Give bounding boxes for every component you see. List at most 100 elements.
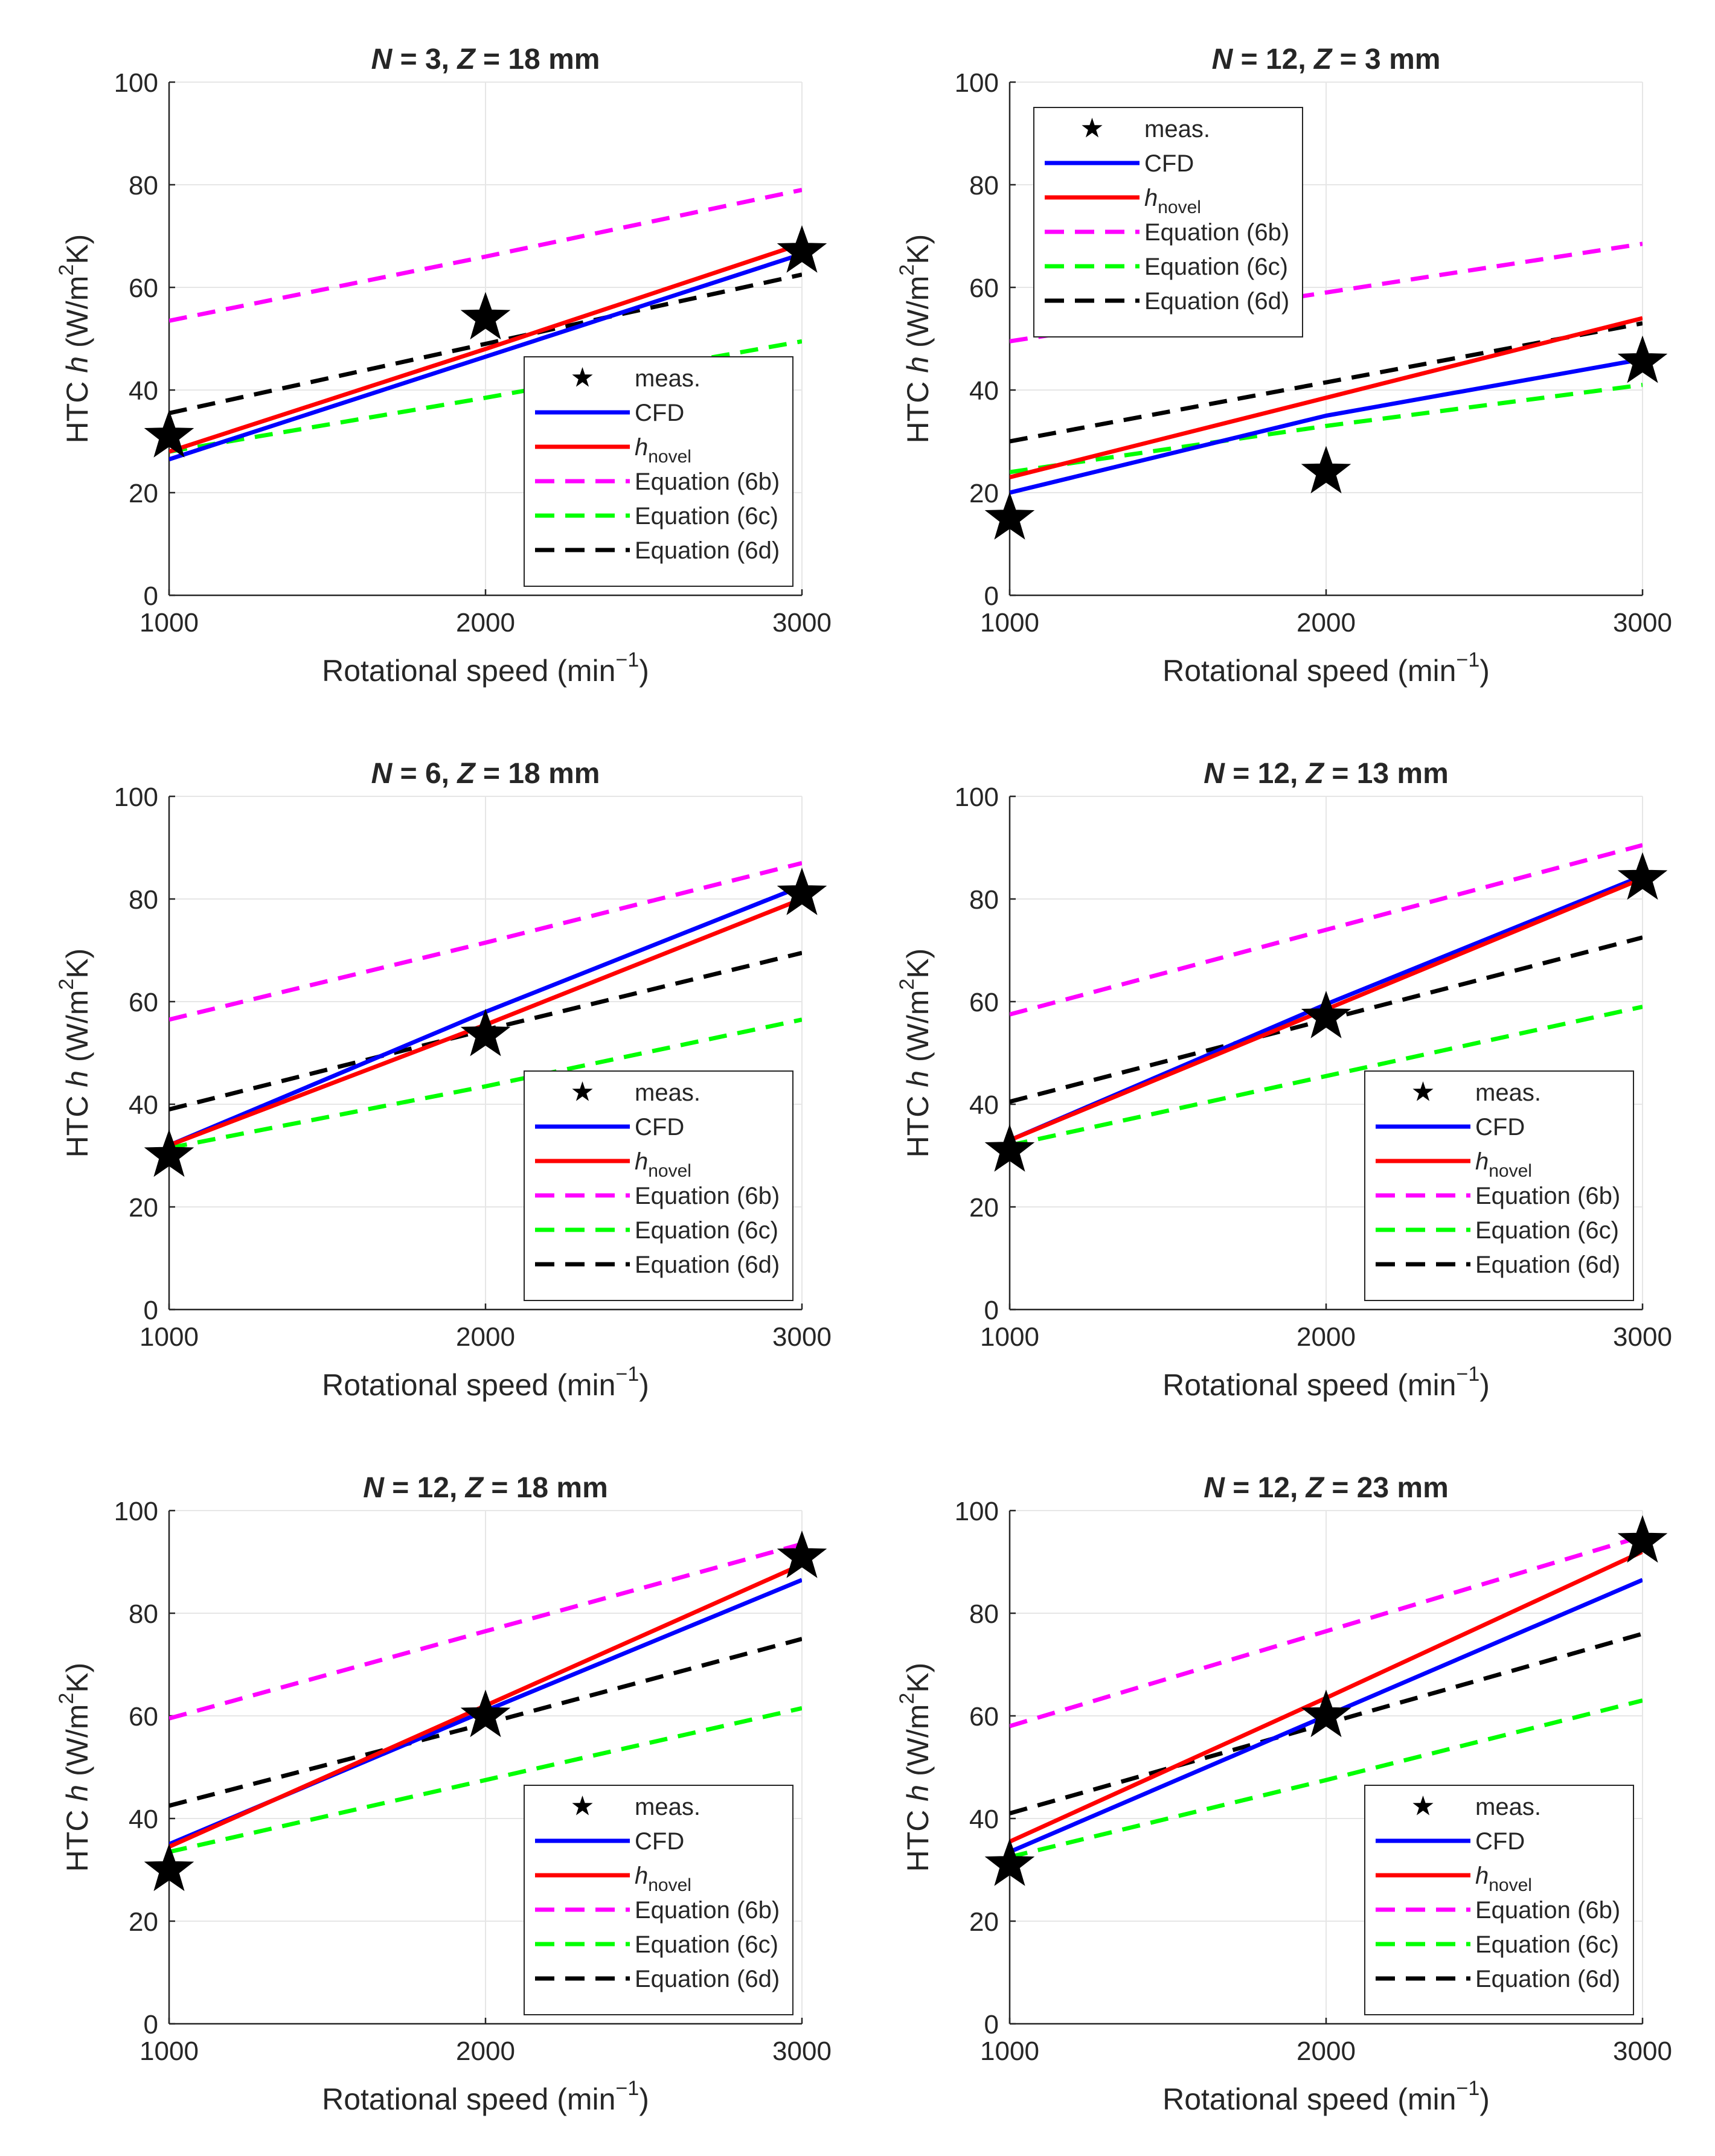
chart-panel-4: 0 20 40 60 80 100 1000 2000 3000 N = 12, Z = 13 m… [896, 758, 1672, 1402]
legend-entry-label: Equation (6b) [1144, 219, 1289, 246]
series-line-equation-6c [1010, 383, 1643, 475]
y-tick-label: 20 [969, 1193, 999, 1223]
x-label-text: Rotational speed (min [1162, 2082, 1456, 2116]
x-label-superscript: −1 [1456, 648, 1479, 671]
y-tick-label: 100 [114, 68, 158, 98]
legend-entry-label: meas. [635, 1794, 700, 1820]
y-tick-label: 20 [129, 1907, 158, 1937]
legend-label-symbol: h [635, 1863, 648, 1889]
y-tick-label: 40 [969, 376, 999, 406]
legend-label-text: Equation (6d) [635, 1966, 780, 1992]
y-label-superscript: 2 [55, 979, 78, 990]
y-label-superscript: 2 [896, 979, 918, 990]
y-tick-label: 60 [129, 988, 158, 1017]
x-label-text: ) [1479, 1368, 1490, 1402]
y-tick-label: 20 [969, 479, 999, 508]
y-label-superscript: 2 [55, 264, 78, 276]
x-label-text: Rotational speed (min [322, 654, 615, 688]
series-line-equation-6c [169, 1706, 802, 1854]
series-line-equation-6b [1010, 242, 1643, 344]
title-var-n: N [1212, 43, 1234, 75]
y-tick-label: 20 [969, 1907, 999, 1937]
y-label-text: K) [60, 1663, 94, 1693]
legend-label-subscript: novel [648, 1161, 691, 1181]
chart-panel-6: 0 20 40 60 80 100 1000 2000 3000 N = 12, Z = 23 m… [896, 1472, 1672, 2116]
legend-label-text: CFD [635, 1828, 684, 1855]
title-text: = 3 mm [1332, 43, 1440, 75]
series-group [1010, 242, 1643, 495]
x-tick-label: 1000 [980, 1322, 1039, 1352]
y-tick-label: 80 [969, 885, 999, 915]
legend-label-text: Equation (6c) [1144, 254, 1288, 280]
x-tick-label: 3000 [772, 2036, 832, 2066]
series-line-equation-6c [1010, 1698, 1643, 1860]
series-line-equation-6b [1010, 1534, 1643, 1729]
legend-label-subscript: novel [1489, 1875, 1532, 1895]
y-axis-label: HTC h (W/m2K) [55, 234, 94, 444]
y-tick-label: 80 [969, 171, 999, 200]
legend-label-text: Equation (6c) [635, 1931, 778, 1958]
legend-entry-label: Equation (6d) [1475, 1252, 1620, 1278]
y-tick-label: 80 [129, 171, 158, 200]
y-tick-label: 100 [955, 782, 999, 812]
legend-entry-label: CFD [1475, 1828, 1525, 1855]
x-tick-label: 1000 [139, 2036, 199, 2066]
legend-label-text: Equation (6d) [1144, 288, 1289, 315]
legend-label-subscript: novel [648, 1875, 691, 1895]
x-axis-label: Rotational speed (min−1) [322, 1363, 649, 1402]
meas-star-marker [1617, 335, 1668, 383]
y-tick-label: 60 [969, 273, 999, 303]
y-label-symbol: h [901, 356, 935, 373]
chart-panel-1: 0 20 40 60 80 100 1000 2000 3000 N = 3, Z = 18 mm… [55, 43, 832, 688]
x-tick-label: 1000 [139, 1322, 199, 1352]
legend-entry-label: CFD [635, 400, 684, 426]
legend-label-symbol: h [635, 434, 648, 461]
legend-entry-label: hnovel [635, 1863, 691, 1895]
title-text: = 18 mm [483, 1472, 608, 1504]
series-line-cfd [1010, 357, 1643, 495]
legend-label-text: Equation (6d) [1475, 1966, 1620, 1992]
x-label-text: Rotational speed (min [1162, 654, 1456, 688]
legend-entry-label: Equation (6c) [635, 1217, 778, 1244]
x-tick-label: 2000 [456, 608, 515, 638]
legend-label-text: Equation (6b) [1144, 219, 1289, 246]
legend-entry-label: Equation (6c) [635, 503, 778, 529]
meas-star-marker [144, 1129, 194, 1177]
title-text: = 6, [392, 758, 457, 790]
series-line-equation-6b [169, 1541, 802, 1721]
legend-entry-label: CFD [635, 1828, 684, 1855]
x-axis-label: Rotational speed (min−1) [1162, 1363, 1490, 1402]
legend-entry-label: hnovel [1144, 185, 1201, 217]
y-tick-label: 20 [129, 479, 158, 508]
legend-entry-label: Equation (6b) [1475, 1183, 1620, 1209]
legend-entry-label: meas. [1475, 1080, 1541, 1106]
legend-label-text: CFD [1144, 150, 1194, 177]
meas-star-marker [984, 492, 1035, 540]
x-axis-label: Rotational speed (min−1) [322, 2077, 649, 2116]
title-var-n: N [371, 758, 393, 790]
chart-title: N = 3, Z = 18 mm [371, 43, 600, 75]
y-label-text: K) [60, 948, 94, 979]
meas-star-marker [460, 292, 511, 340]
legend-entry-label: Equation (6b) [1475, 1897, 1620, 1924]
title-var-z: Z [1305, 758, 1325, 790]
legend-entry-label: hnovel [635, 1148, 691, 1181]
y-label-symbol: h [901, 1070, 935, 1087]
legend-label-text: Equation (6c) [635, 503, 778, 529]
y-label-text: HTC [901, 373, 935, 444]
y-label-symbol: h [60, 1070, 94, 1087]
title-text: = 18 mm [475, 43, 600, 75]
title-var-z: Z [464, 1472, 484, 1504]
legend-label-text: Equation (6b) [635, 1183, 780, 1209]
x-tick-label: 3000 [772, 1322, 832, 1352]
legend-entry-label: CFD [1475, 1114, 1525, 1140]
y-label-text: K) [901, 1663, 935, 1693]
x-tick-label: 2000 [1297, 1322, 1356, 1352]
y-tick-label: 100 [955, 1497, 999, 1526]
y-label-text: K) [901, 948, 935, 979]
legend-entry-label: hnovel [1475, 1863, 1532, 1895]
title-text: = 13 mm [1324, 758, 1449, 790]
y-tick-label: 0 [144, 2010, 158, 2039]
